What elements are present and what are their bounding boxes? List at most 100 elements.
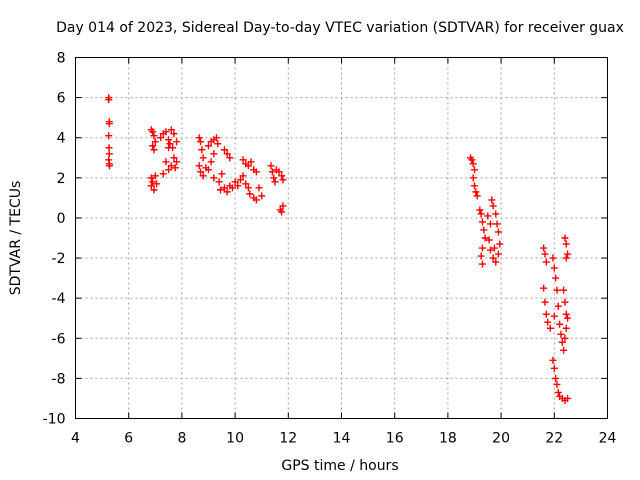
data-point — [546, 324, 554, 332]
data-point — [151, 138, 159, 146]
data-point — [471, 166, 478, 174]
data-point — [150, 132, 158, 140]
x-tick-label: 22 — [545, 431, 563, 447]
data-point — [481, 234, 489, 242]
data-point — [231, 178, 239, 186]
data-point — [480, 226, 488, 234]
data-point — [150, 146, 158, 154]
data-point — [149, 178, 157, 186]
data-point — [564, 314, 572, 322]
data-point — [268, 168, 276, 176]
y-tick-label: -2 — [52, 251, 66, 267]
data-point — [105, 144, 113, 152]
data-point — [554, 302, 562, 310]
y-tick-label: -6 — [52, 331, 66, 347]
data-point — [247, 158, 255, 166]
data-point — [226, 154, 234, 162]
data-point — [492, 258, 500, 266]
x-tick-label: 20 — [492, 431, 510, 447]
data-point — [157, 134, 165, 142]
data-point — [552, 374, 560, 382]
data-point — [252, 168, 260, 176]
data-point — [469, 174, 477, 182]
data-point — [267, 162, 275, 170]
data-point — [195, 162, 203, 170]
data-point — [165, 166, 173, 174]
data-point — [105, 96, 113, 104]
data-point — [562, 254, 570, 262]
y-axis-label: SDTVAR / TECUs — [8, 181, 24, 296]
data-point — [162, 158, 170, 166]
data-point — [469, 160, 477, 168]
y-tick-label: 6 — [57, 91, 66, 107]
data-point — [540, 244, 548, 252]
data-point — [147, 182, 155, 190]
y-tick-label: 2 — [57, 171, 66, 187]
data-point — [486, 246, 494, 254]
data-point — [167, 126, 175, 134]
data-point — [542, 310, 550, 318]
data-point — [477, 252, 485, 260]
data-point — [278, 172, 286, 180]
data-point — [557, 330, 565, 338]
data-point — [279, 202, 287, 210]
data-point — [564, 250, 572, 258]
data-point — [472, 188, 480, 196]
data-point — [246, 190, 254, 198]
data-point — [214, 140, 222, 148]
data-point — [258, 192, 266, 200]
data-point — [275, 168, 283, 176]
data-point — [149, 128, 157, 136]
data-point — [477, 210, 485, 218]
data-point — [173, 138, 181, 146]
data-point — [278, 208, 286, 216]
data-point — [166, 140, 174, 148]
data-point — [199, 154, 207, 162]
data-point — [270, 174, 278, 182]
data-point — [562, 324, 570, 332]
data-point — [153, 180, 161, 188]
data-point — [150, 186, 158, 194]
data-point — [564, 394, 572, 402]
x-tick-label: 4 — [71, 431, 80, 447]
data-point — [105, 132, 113, 140]
data-point — [562, 240, 570, 248]
data-point — [496, 240, 504, 248]
data-point — [561, 298, 569, 306]
data-point — [486, 220, 494, 228]
grid — [75, 57, 608, 419]
data-point — [220, 146, 228, 154]
data-points — [105, 94, 572, 404]
data-point — [234, 182, 242, 190]
data-point — [147, 174, 155, 182]
data-point — [149, 142, 157, 150]
data-point — [223, 150, 231, 158]
data-point — [494, 250, 502, 258]
x-tick-label: 6 — [124, 431, 133, 447]
data-point — [205, 142, 212, 150]
data-point — [207, 158, 215, 166]
data-point — [488, 196, 496, 204]
data-point — [170, 130, 178, 138]
x-tick-label: 16 — [386, 431, 404, 447]
x-axis-label: GPS time / hours — [281, 458, 398, 474]
data-point — [556, 320, 564, 328]
x-tick-label: 24 — [599, 431, 617, 447]
data-point — [549, 356, 557, 364]
data-point — [558, 338, 566, 346]
y-tick-label: -8 — [52, 371, 66, 387]
data-point — [478, 218, 486, 226]
data-point — [554, 388, 562, 396]
data-point — [541, 250, 549, 258]
data-point — [552, 274, 560, 282]
data-point — [561, 234, 569, 242]
data-point — [252, 196, 260, 204]
data-point — [195, 134, 203, 142]
data-point — [171, 164, 179, 172]
data-point — [162, 128, 170, 136]
data-point — [199, 172, 207, 180]
data-point — [169, 144, 177, 152]
data-point — [106, 162, 114, 170]
data-point — [244, 184, 252, 192]
